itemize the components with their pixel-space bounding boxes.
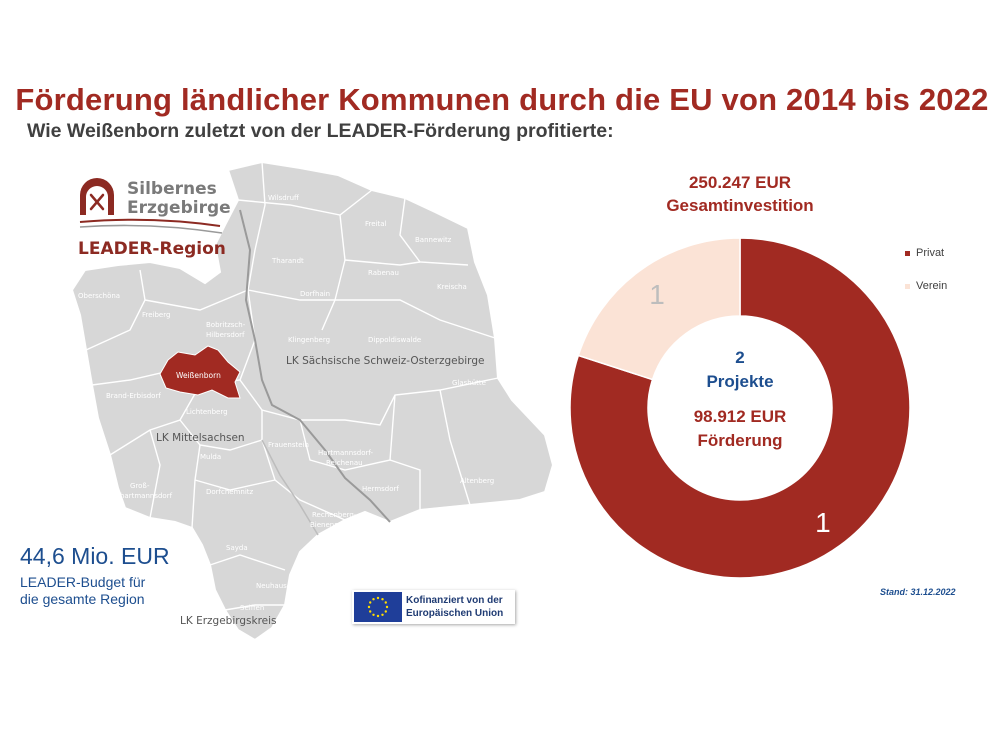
eu-star	[376, 614, 380, 618]
map-label-lichtenberg: Lichtenberg	[186, 408, 228, 416]
map-label-freital: Freital	[365, 220, 387, 228]
map-label-dippoldiswalde: Dippoldiswalde	[368, 336, 421, 344]
district-label-erzgebirgskreis: LK Erzgebirgskreis	[180, 615, 277, 627]
eu-flag-icon	[354, 592, 402, 622]
eu-cofunding-badge: Kofinanziert von der Europäischen Union	[352, 590, 515, 624]
eu-star	[381, 613, 384, 616]
map-label-rechenberg: Rechenberg-	[312, 511, 357, 519]
page-title: Förderung ländlicher Kommunen durch die …	[15, 82, 989, 117]
legend-label-verein: Verein	[916, 280, 948, 292]
region-map: Weißenborn Wilsdruff Freital Bannewitz T…	[70, 160, 555, 642]
hammer-pick-icon	[89, 193, 105, 211]
map-label-altenberg: Altenberg	[460, 477, 494, 485]
eu-text-2: Europäischen Union	[406, 608, 504, 619]
center-funding-amount: 98.912 EUR	[693, 407, 787, 426]
chart-title-amount: 250.247 EUR	[688, 173, 792, 192]
center-projects-count: 2	[735, 348, 745, 367]
donut-chart: 11	[569, 237, 911, 579]
map-label-reichenau: Reichenau	[326, 459, 363, 467]
map-label-mulda: Mulda	[200, 453, 221, 461]
logo-region: LEADER-Region	[78, 239, 226, 259]
map-label-hartmannsdorf: Hartmannsdorf-	[318, 449, 373, 457]
page-subtitle: Wie Weißenborn zuletzt von der LEADER-Fö…	[27, 120, 614, 142]
map-label-bienenmuehle: Bienenmühle	[310, 521, 356, 529]
map-label-rabenau: Rabenau	[368, 269, 399, 277]
center-funding-label: Förderung	[697, 431, 783, 450]
eu-star	[381, 598, 384, 601]
silbernes-erzgebirge-logo: Silbernes Erzgebirge LEADER-Region	[78, 178, 231, 259]
donut-slice-privat	[569, 237, 911, 579]
district-label-ssoe: LK Sächsische Schweiz-Osterzgebirge	[286, 355, 484, 367]
map-label-seiffen: Seiffen	[240, 604, 264, 612]
eu-star	[372, 598, 375, 601]
eu-star	[385, 605, 389, 609]
map-label-glashuette: Glashütte	[452, 379, 486, 387]
map-label-dorfchemnitz: Dorfchemnitz	[206, 488, 254, 496]
center-projects-label: Projekte	[706, 372, 774, 391]
donut-data-label-privat: 1	[815, 507, 831, 538]
eu-star	[369, 601, 372, 604]
map-label-gross: Groß-	[130, 482, 150, 490]
legend-item-verein: Verein	[905, 280, 947, 292]
budget-label-2: die gesamte Region	[20, 591, 145, 607]
stand-date: Stand: 31.12.2022	[880, 587, 956, 597]
district-label-mittelsachsen: LK Mittelsachsen	[156, 432, 245, 444]
map-label-frauenstein: Frauenstein	[268, 441, 309, 449]
donut-slice-verein	[577, 237, 741, 381]
map-label-bobritzsch: Bobritzsch-	[206, 321, 246, 329]
legend-item-privat: Privat	[905, 247, 944, 259]
eu-star	[369, 610, 372, 613]
map-label-brand-erbisdorf: Brand-Erbisdorf	[106, 392, 161, 400]
legend-swatch-verein	[905, 283, 910, 289]
map-label-dorfhain: Dorfhain	[300, 290, 330, 298]
eu-star	[384, 610, 387, 613]
map-label-tharandt: Tharandt	[271, 257, 304, 265]
map-label-wilsdruff: Wilsdruff	[268, 194, 299, 202]
eu-star	[372, 613, 375, 616]
map-label-bannewitz: Bannewitz	[415, 236, 452, 244]
map-label-freiberg: Freiberg	[142, 311, 170, 319]
map-label-oberschoena: Oberschöna	[78, 292, 120, 300]
map-label-weissenborn: Weißenborn	[176, 371, 221, 380]
map-label-kreischa: Kreischa	[437, 283, 467, 291]
eu-star	[384, 601, 387, 604]
weissenborn-shape	[159, 345, 241, 399]
donut-data-label-verein: 1	[649, 279, 665, 310]
legend-label-privat: Privat	[916, 247, 945, 259]
budget-label-1: LEADER-Budget für	[20, 574, 146, 590]
legend-swatch-privat	[905, 250, 910, 256]
logo-line-2: Erzgebirge	[127, 198, 231, 218]
chart-title-label: Gesamtinvestition	[666, 196, 814, 215]
map-label-hartmannsdorf-2: hartmannsdorf	[120, 492, 173, 500]
map-label-sayda: Sayda	[226, 544, 248, 552]
map-label-klingenberg: Klingenberg	[288, 336, 330, 344]
map-label-hilbersdorf: Hilbersdorf	[206, 331, 245, 339]
eu-star	[376, 596, 380, 600]
budget-amount: 44,6 Mio. EUR	[20, 543, 170, 569]
eu-text-1: Kofinanziert von der	[406, 595, 503, 606]
map-label-hermsdorf: Hermsdorf	[362, 485, 399, 493]
logo-line-1: Silbernes	[127, 179, 217, 199]
map-label-neuhausen: Neuhausen	[256, 582, 296, 590]
eu-star	[367, 605, 371, 609]
